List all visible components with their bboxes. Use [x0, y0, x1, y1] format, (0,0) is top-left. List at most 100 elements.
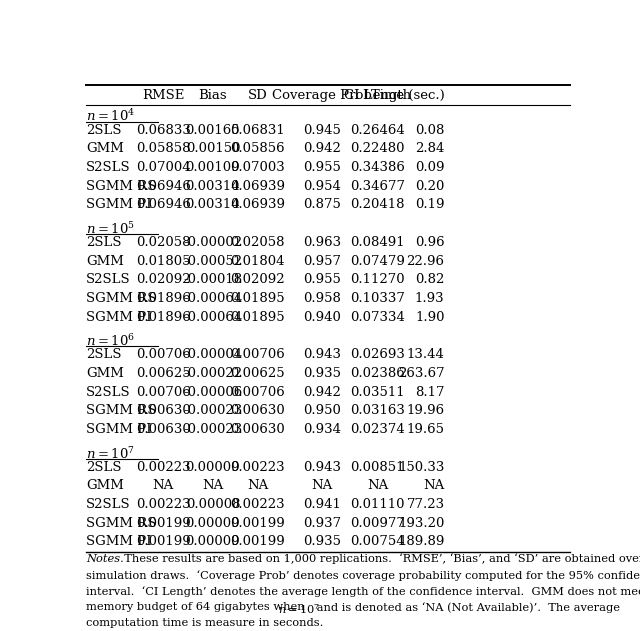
Text: 0.875: 0.875 [303, 198, 341, 211]
Text: CI Length: CI Length [344, 90, 411, 102]
Text: 0.02058: 0.02058 [136, 236, 191, 249]
Text: These results are based on 1,000 replications.  ‘RMSE’, ‘Bias’, and ‘SD’ are obt: These results are based on 1,000 replica… [117, 554, 640, 565]
Text: 0.20418: 0.20418 [350, 198, 405, 211]
Text: Bias: Bias [198, 90, 227, 102]
Text: 0.00199: 0.00199 [136, 536, 191, 548]
Text: SGMM PI: SGMM PI [86, 423, 152, 436]
Text: 0.02693: 0.02693 [350, 348, 405, 362]
Text: S2SLS: S2SLS [86, 161, 131, 174]
Text: 0.00630: 0.00630 [230, 423, 285, 436]
Text: 0.02374: 0.02374 [350, 423, 405, 436]
Text: 22.96: 22.96 [406, 254, 445, 268]
Text: 0.06831: 0.06831 [230, 124, 285, 136]
Text: interval.  ‘CI Length’ denotes the average length of the confidence interval.  G: interval. ‘CI Length’ denotes the averag… [86, 586, 640, 596]
Text: $n = 10^{6}$: $n = 10^{6}$ [86, 333, 135, 349]
Text: 0.941: 0.941 [303, 498, 341, 511]
Text: RMSE: RMSE [142, 90, 184, 102]
Text: 0.943: 0.943 [303, 348, 341, 362]
Text: 2SLS: 2SLS [86, 461, 122, 474]
Text: GMM: GMM [86, 480, 124, 492]
Text: Coverage Prob: Coverage Prob [272, 90, 372, 102]
Text: GMM: GMM [86, 254, 124, 268]
Text: NA: NA [202, 480, 223, 492]
Text: 0.937: 0.937 [303, 517, 341, 530]
Text: 0.942: 0.942 [303, 386, 341, 399]
Text: 0.01896: 0.01896 [136, 310, 191, 324]
Text: 0.00009: 0.00009 [186, 461, 240, 474]
Text: 0.00165: 0.00165 [186, 124, 240, 136]
Text: 1.93: 1.93 [415, 292, 445, 305]
Text: -0.00018: -0.00018 [184, 273, 243, 286]
Text: 0.01110: 0.01110 [350, 498, 405, 511]
Text: Time (sec.): Time (sec.) [371, 90, 445, 102]
Text: 0.20: 0.20 [415, 180, 445, 192]
Text: 0.00223: 0.00223 [230, 461, 285, 474]
Text: 0.10337: 0.10337 [350, 292, 405, 305]
Text: 0.945: 0.945 [303, 124, 341, 136]
Text: 0.01804: 0.01804 [230, 254, 285, 268]
Text: 0.05856: 0.05856 [230, 142, 285, 155]
Text: 0.00630: 0.00630 [136, 404, 191, 417]
Text: 0.957: 0.957 [303, 254, 341, 268]
Text: $n = 10^{4}$: $n = 10^{4}$ [86, 109, 135, 124]
Text: 0.00199: 0.00199 [136, 517, 191, 530]
Text: 0.08: 0.08 [415, 124, 445, 136]
Text: 0.963: 0.963 [303, 236, 341, 249]
Text: S2SLS: S2SLS [86, 498, 131, 511]
Text: 0.01895: 0.01895 [230, 292, 285, 305]
Text: 0.00008: 0.00008 [186, 498, 240, 511]
Text: 0.955: 0.955 [303, 273, 341, 286]
Text: 0.958: 0.958 [303, 292, 341, 305]
Text: memory budget of 64 gigabytes when: memory budget of 64 gigabytes when [86, 602, 308, 612]
Text: 0.00199: 0.00199 [230, 536, 285, 548]
Text: 0.00706: 0.00706 [136, 386, 191, 399]
Text: 0.34677: 0.34677 [350, 180, 405, 192]
Text: SGMM RS: SGMM RS [86, 180, 156, 192]
Text: 0.935: 0.935 [303, 367, 341, 380]
Text: 0.05858: 0.05858 [136, 142, 191, 155]
Text: 13.44: 13.44 [406, 348, 445, 362]
Text: 2SLS: 2SLS [86, 236, 122, 249]
Text: 19.96: 19.96 [406, 404, 445, 417]
Text: 0.00851: 0.00851 [350, 461, 405, 474]
Text: NA: NA [153, 480, 174, 492]
Text: SGMM PI: SGMM PI [86, 536, 152, 548]
Text: -0.00004: -0.00004 [184, 348, 243, 362]
Text: 0.00630: 0.00630 [136, 423, 191, 436]
Text: 0.935: 0.935 [303, 536, 341, 548]
Text: 0.02386: 0.02386 [350, 367, 405, 380]
Text: $n = 10^{7}$: $n = 10^{7}$ [86, 445, 135, 462]
Text: 0.00706: 0.00706 [230, 348, 285, 362]
Text: -0.00064: -0.00064 [183, 292, 243, 305]
Text: 0.01896: 0.01896 [136, 292, 191, 305]
Text: 263.67: 263.67 [398, 367, 445, 380]
Text: 0.00625: 0.00625 [230, 367, 285, 380]
Text: 0.950: 0.950 [303, 404, 341, 417]
Text: 0.01895: 0.01895 [230, 310, 285, 324]
Text: 0.942: 0.942 [303, 142, 341, 155]
Text: 0.943: 0.943 [303, 461, 341, 474]
Text: 0.00706: 0.00706 [136, 348, 191, 362]
Text: 1.90: 1.90 [415, 310, 445, 324]
Text: 0.02092: 0.02092 [136, 273, 191, 286]
Text: 0.00706: 0.00706 [230, 386, 285, 399]
Text: 0.06939: 0.06939 [230, 180, 285, 192]
Text: S2SLS: S2SLS [86, 386, 131, 399]
Text: 0.06939: 0.06939 [230, 198, 285, 211]
Text: 0.00314: 0.00314 [186, 180, 240, 192]
Text: 2SLS: 2SLS [86, 124, 122, 136]
Text: 0.07004: 0.07004 [136, 161, 191, 174]
Text: -0.00023: -0.00023 [183, 423, 243, 436]
Text: 0.08491: 0.08491 [350, 236, 405, 249]
Text: -0.00052: -0.00052 [184, 254, 243, 268]
Text: 0.02058: 0.02058 [230, 236, 285, 249]
Text: 0.07479: 0.07479 [350, 254, 405, 268]
Text: 77.23: 77.23 [406, 498, 445, 511]
Text: 0.01805: 0.01805 [136, 254, 191, 268]
Text: 0.22480: 0.22480 [350, 142, 405, 155]
Text: 0.00199: 0.00199 [230, 517, 285, 530]
Text: 0.940: 0.940 [303, 310, 341, 324]
Text: 0.00754: 0.00754 [350, 536, 405, 548]
Text: 0.00223: 0.00223 [136, 498, 191, 511]
Text: 2.84: 2.84 [415, 142, 445, 155]
